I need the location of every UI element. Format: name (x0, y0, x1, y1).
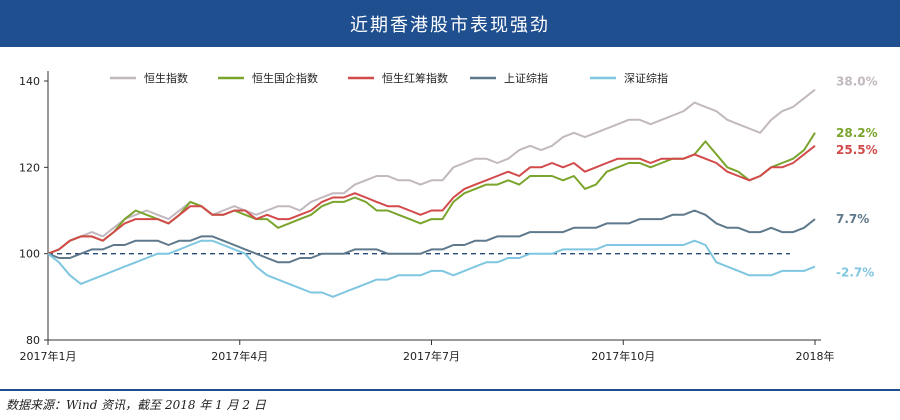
legend-label: 恒生国企指数 (252, 71, 318, 85)
source-note: 数据来源：Wind 资讯，截至 2018 年 1 月 2 日 (6, 398, 266, 412)
y-tick-label: 120 (19, 161, 40, 174)
series-line-1 (47, 88, 816, 255)
x-tick-label: 2018年 (796, 349, 835, 363)
y-tick-label: 140 (19, 75, 40, 88)
legend-label: 恒生红筹指数 (382, 71, 448, 85)
legend-label: 深证综指 (624, 71, 668, 85)
legend-label: 恒生指数 (144, 71, 188, 85)
chart-container: 80 100 120 140 2017年1月 2017年4月 2017年7月 2017年10月… (0, 47, 900, 387)
series-line-3 (47, 145, 816, 255)
series-line-5 (47, 239, 816, 298)
x-tick-label: 2017年10月 (591, 349, 655, 363)
y-tick-label: 100 (19, 248, 40, 261)
y-tick-label: 80 (26, 334, 40, 347)
line-chart: 80 100 120 140 2017年1月 2017年4月 2017年7月 2017年10月… (19, 71, 878, 363)
end-value-label: 28.2% (836, 126, 878, 140)
end-value-label: -2.7% (836, 266, 874, 280)
end-value-label: 7.7% (836, 212, 869, 226)
end-value-label: 38.0% (836, 75, 878, 89)
x-tick-label: 2017年7月 (403, 349, 460, 363)
chart-title: 近期香港股市表现强劲 (0, 0, 900, 47)
series-line-2 (47, 132, 816, 255)
x-tick-label: 2017年1月 (20, 349, 77, 363)
bottom-divider (0, 389, 900, 391)
end-value-label: 25.5% (836, 143, 878, 157)
series-line-4 (47, 209, 816, 264)
legend-label: 上证综指 (504, 71, 548, 85)
x-tick-label: 2017年4月 (211, 349, 268, 363)
